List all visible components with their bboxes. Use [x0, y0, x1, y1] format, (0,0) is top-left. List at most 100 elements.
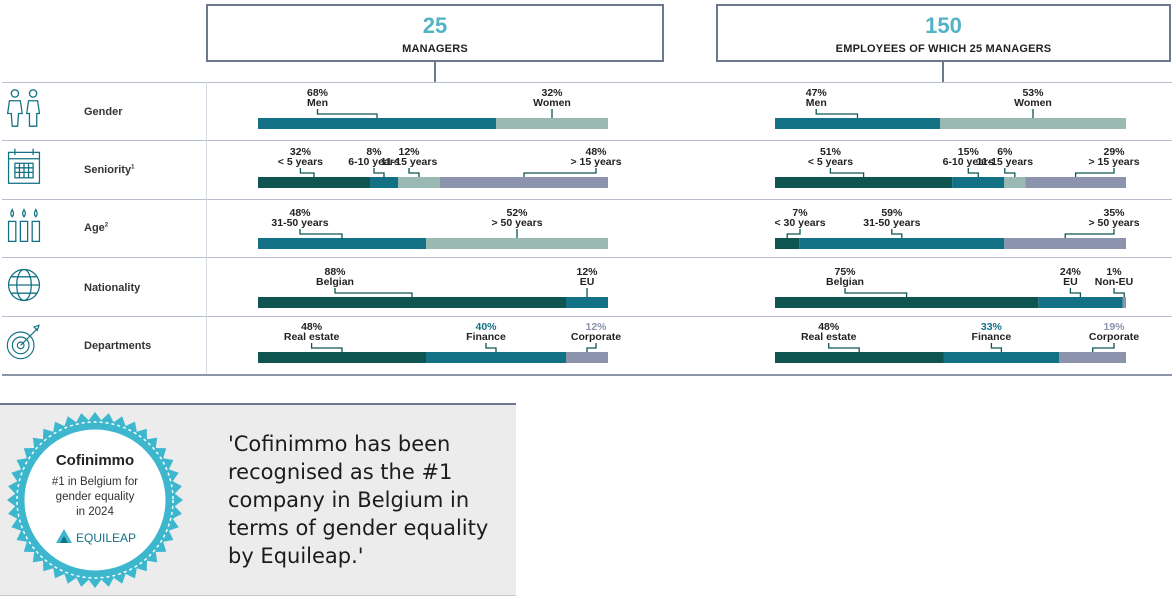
row-label-seniority: Seniority1	[84, 164, 135, 176]
category-label: Men	[806, 97, 827, 109]
employees-count: 150	[925, 13, 962, 38]
leader-line	[408, 168, 420, 177]
category-label: < 5 years	[278, 156, 323, 168]
bar-segment	[1059, 352, 1126, 363]
data-label: 75%	[834, 266, 856, 278]
category-label: Women	[533, 97, 571, 109]
bar-segment	[1025, 177, 1126, 188]
target-icon	[6, 324, 40, 360]
leader-line	[786, 229, 801, 238]
data-label: 48%	[289, 207, 311, 219]
data-label: 8%	[366, 146, 382, 158]
data-label: 48%	[818, 321, 840, 333]
candles-icon	[7, 208, 41, 242]
bar-segment	[775, 352, 944, 363]
row-divider	[2, 82, 1172, 83]
badge-line-1: #1 in Belgium for	[52, 476, 138, 488]
data-label: 33%	[981, 321, 1003, 333]
leader-line	[485, 343, 497, 352]
data-label: 12%	[398, 146, 420, 158]
leader-line	[1004, 168, 1016, 177]
category-label: Real estate	[284, 331, 340, 343]
data-label: 32%	[290, 146, 312, 158]
badge-line-2: gender equality	[56, 491, 135, 503]
bar-segment	[1038, 297, 1123, 308]
category-label: Belgian	[826, 276, 864, 288]
category-label: 11-15 years	[381, 156, 438, 168]
category-label: 6-10 years	[943, 156, 995, 168]
bar-segment	[258, 297, 566, 308]
data-label: 6%	[997, 146, 1013, 158]
badge-brand: Cofinimmo	[56, 452, 134, 469]
panel-divider	[206, 82, 207, 374]
data-label: 24%	[1060, 266, 1082, 278]
leader-line	[1113, 288, 1125, 297]
bar-segment	[775, 177, 953, 188]
category-label: 11-15 years	[976, 156, 1033, 168]
category-label: > 50 years	[1088, 217, 1139, 229]
category-label: < 30 years	[774, 217, 825, 229]
row-divider	[2, 374, 1172, 376]
category-label: EU	[580, 276, 595, 288]
bar-segment	[258, 118, 496, 129]
quote-text: 'Cofinimmo has been recognised as the #1…	[228, 432, 489, 568]
data-label: 48%	[585, 146, 607, 158]
managers-header: 25 MANAGERS	[206, 4, 664, 62]
category-label: 31-50 years	[271, 217, 328, 229]
leader-line	[310, 343, 343, 352]
bar-segment	[426, 352, 566, 363]
row-label-departments: Departments	[84, 340, 152, 352]
bar-segment	[1122, 297, 1126, 308]
badge-logo-text: EQUILEAP	[76, 531, 136, 545]
data-label: 12%	[576, 266, 598, 278]
globe-icon	[7, 268, 41, 302]
bar-segment	[775, 118, 940, 129]
bar-segment	[775, 238, 800, 249]
category-label: Women	[1014, 97, 1052, 109]
category-label: 31-50 years	[863, 217, 920, 229]
bar-segment	[566, 297, 608, 308]
row-divider	[2, 257, 1172, 258]
bar-segment	[496, 118, 608, 129]
bar-segment	[940, 118, 1126, 129]
bar-segment	[952, 177, 1005, 188]
category-label: Men	[307, 97, 328, 109]
leader-line	[334, 288, 413, 297]
bar-segment	[943, 352, 1060, 363]
data-label: 53%	[1022, 87, 1044, 99]
leader-line	[891, 229, 903, 238]
data-label: 52%	[506, 207, 528, 219]
data-label: 59%	[881, 207, 903, 219]
row-label-nationality: Nationality	[84, 282, 141, 294]
leader-line	[299, 168, 315, 177]
people-icon	[6, 89, 41, 127]
leader-line	[990, 343, 1003, 352]
category-label: Finance	[466, 331, 506, 343]
bar-segment	[566, 352, 608, 363]
badge-line-3: in 2024	[76, 506, 114, 518]
category-label: > 15 years	[570, 156, 621, 168]
data-label: 68%	[307, 87, 329, 99]
category-label: > 15 years	[1088, 156, 1139, 168]
bar-segment	[440, 177, 608, 188]
category-label: Corporate	[1089, 331, 1139, 343]
managers-label: MANAGERS	[402, 43, 468, 55]
row-divider	[2, 199, 1172, 200]
bar-segment	[258, 238, 426, 249]
managers-count: 25	[422, 13, 448, 38]
category-label: Belgian	[316, 276, 354, 288]
bar-segment	[426, 238, 608, 249]
leader-line	[844, 288, 908, 297]
bar-segment	[398, 177, 440, 188]
row-divider	[2, 316, 1172, 317]
category-label: Real estate	[801, 331, 857, 343]
data-label: 48%	[301, 321, 323, 333]
data-label: 35%	[1103, 207, 1125, 219]
leader-line	[299, 229, 343, 238]
bar-segment	[370, 177, 398, 188]
data-label: 1%	[1106, 266, 1122, 278]
leader-line	[1069, 288, 1082, 297]
leader-line	[1074, 168, 1115, 177]
category-label: Finance	[972, 331, 1012, 343]
bar-segment	[799, 238, 1005, 249]
